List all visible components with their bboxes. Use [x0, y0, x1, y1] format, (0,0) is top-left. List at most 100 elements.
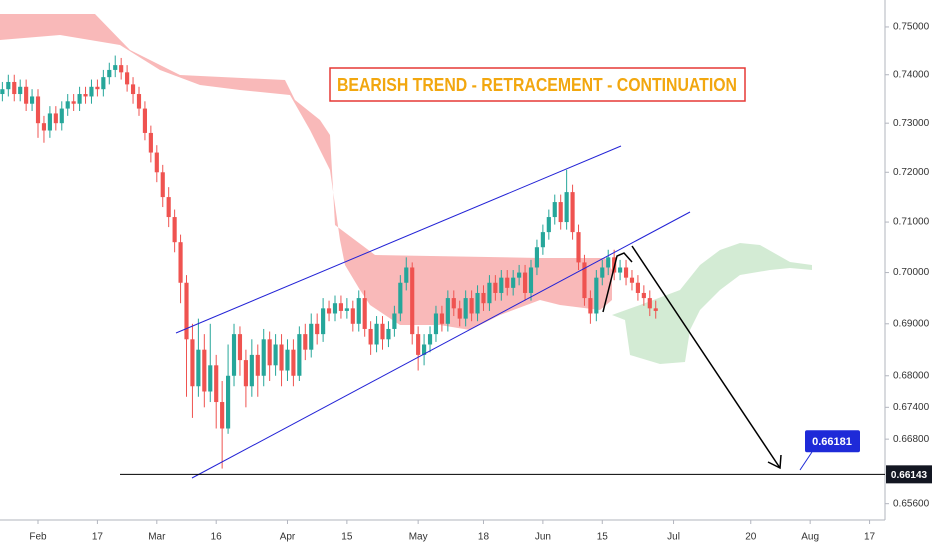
candle-body	[326, 308, 332, 314]
candle-body	[71, 101, 76, 104]
candle-body	[629, 277, 635, 283]
candle-body	[582, 262, 587, 299]
candle-body	[29, 96, 35, 104]
candle-body	[172, 217, 177, 243]
candle-body	[647, 298, 652, 309]
y-tick-label: 0.73000	[893, 118, 930, 129]
y-tick-label: 0.71000	[893, 217, 930, 228]
x-tick-label: 18	[478, 532, 490, 543]
candle-body	[558, 202, 563, 223]
candle-body	[291, 349, 296, 376]
candle-body	[481, 292, 486, 304]
candle-body	[273, 344, 278, 366]
x-tick-label: Jul	[667, 532, 680, 543]
candle-body	[202, 349, 207, 392]
candle-body	[142, 108, 148, 133]
retracement-arrow	[602, 252, 633, 313]
y-tick-label: 0.67400	[893, 402, 930, 413]
candle-body	[427, 334, 433, 345]
candle-body	[641, 292, 646, 299]
candle-body	[362, 298, 367, 329]
candle-body	[600, 267, 605, 278]
candle-body	[160, 172, 165, 198]
candle-body	[386, 328, 391, 340]
candle-body	[101, 77, 106, 90]
candle-body	[315, 323, 320, 335]
drawings	[175, 145, 813, 479]
candle-body	[47, 113, 52, 131]
candle-body	[148, 132, 153, 153]
cloud-bullish	[612, 243, 812, 364]
candle-body	[59, 108, 64, 124]
candle-body	[24, 86, 29, 104]
candle-body	[392, 313, 397, 329]
candle-body	[208, 365, 213, 392]
candle-body	[261, 339, 266, 376]
candle-body	[588, 298, 593, 314]
candle-body	[623, 267, 629, 278]
x-tick-label: 15	[597, 532, 609, 543]
x-tick-label: 17	[92, 532, 104, 543]
candle-body	[653, 308, 658, 311]
candle-body	[487, 282, 492, 304]
x-tick-label: Jun	[535, 532, 551, 543]
candle-body	[53, 113, 58, 124]
arrow-head	[767, 454, 782, 470]
x-tick-label: 15	[341, 532, 353, 543]
candle-body	[190, 339, 195, 387]
y-tick-label: 0.69000	[893, 318, 930, 329]
candle-body	[433, 313, 439, 335]
candle-body	[18, 86, 23, 95]
x-tick-label: Apr	[280, 532, 296, 543]
candle-body	[546, 217, 551, 233]
candle-body	[107, 69, 112, 78]
y-tick-label: 0.68000	[893, 370, 930, 381]
candle-body	[237, 334, 243, 361]
candle-body	[125, 72, 130, 85]
y-tick-label: 0.70000	[893, 267, 930, 278]
candle-body	[178, 242, 183, 283]
candle-body	[220, 402, 225, 429]
candle-body	[226, 375, 231, 429]
candle-body	[445, 298, 450, 324]
candle-body	[404, 267, 409, 283]
x-tick-label: Feb	[29, 532, 47, 543]
candle-body	[214, 365, 219, 403]
candle-body	[196, 349, 201, 387]
candle-body	[77, 94, 82, 104]
candle-body	[89, 86, 94, 97]
candle-body	[618, 267, 623, 273]
y-tick-label: 0.65600	[893, 498, 930, 509]
candle-body	[35, 96, 41, 124]
continuation-arrow	[631, 245, 781, 469]
cloud-bearish	[0, 14, 612, 330]
y-tick-label: 0.75000	[893, 22, 930, 33]
candle-body	[570, 192, 575, 233]
candle-body	[493, 282, 498, 293]
candle-body	[12, 81, 17, 95]
y-tick-label: 0.74000	[893, 69, 930, 80]
price-label: 0.66143	[891, 470, 928, 481]
x-tick-label: 20	[745, 532, 757, 543]
candle-body	[552, 202, 557, 218]
candle-body	[635, 282, 640, 293]
candle-body	[344, 308, 349, 311]
x-tick-label: 16	[211, 532, 223, 543]
axes: 0.75000 0.74000 0.73000 0.72000 0.71000 0.700…	[29, 22, 932, 543]
candle-body	[65, 101, 70, 109]
candle-body	[517, 272, 522, 278]
candle-body	[469, 298, 474, 314]
target-leader	[799, 451, 813, 471]
candle-body	[439, 313, 444, 324]
annotation-text: BEARISH TREND - RETRACEMENT - CONTINUATI…	[337, 75, 737, 95]
candle-body	[113, 65, 118, 70]
candle-body	[130, 84, 136, 95]
candle-body	[606, 257, 611, 268]
target-label-box	[805, 430, 860, 453]
candle-body	[6, 81, 11, 90]
candle-body	[528, 267, 534, 293]
candle-body	[564, 192, 569, 223]
ichimoku-cloud	[0, 14, 812, 364]
candle-body	[255, 354, 260, 376]
